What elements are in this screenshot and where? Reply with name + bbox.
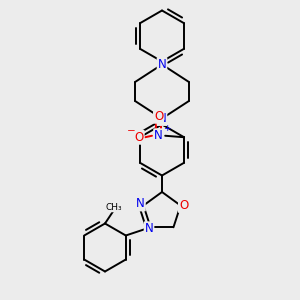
Text: O: O [179,199,188,212]
Text: N: N [158,112,166,125]
Text: N: N [145,222,153,235]
Text: N: N [136,197,145,211]
Text: −: − [127,126,136,136]
Text: CH₃: CH₃ [106,203,123,212]
Text: N: N [158,58,166,71]
Text: N: N [154,129,163,142]
Text: O: O [134,131,144,144]
Text: +: + [163,124,171,133]
Text: O: O [154,110,163,123]
